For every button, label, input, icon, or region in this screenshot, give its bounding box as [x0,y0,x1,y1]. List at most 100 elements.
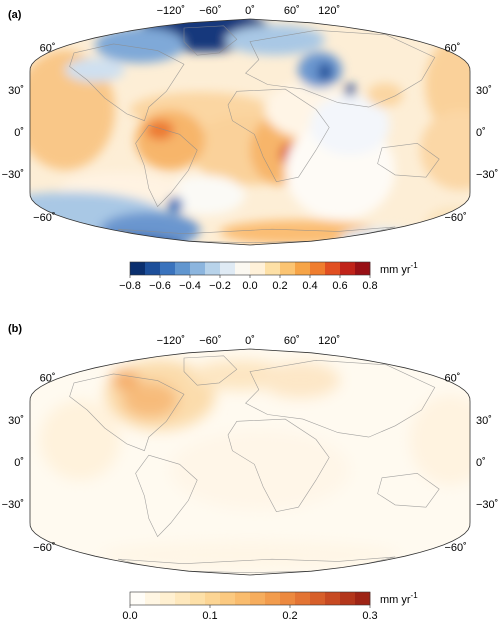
longitude-tick-label: 0˚ [245,335,255,347]
latitude-tick-label-right: 30˚ [476,415,492,427]
longitude-tick-label: 60˚ [284,5,300,17]
colorbar-tick-label: 0.0 [122,610,137,622]
coastline [245,359,436,438]
panel-label: (a) [8,9,22,21]
colorbar-swatch [205,262,221,275]
latitude-tick-label-left: −60˚ [33,212,55,224]
colorbar-tick-label: 0.4 [302,280,317,292]
coastline [135,124,198,208]
longitude-tick-label: −120˚ [157,5,185,17]
coastline [227,88,330,183]
colorbar-swatch [190,592,206,605]
latitude-tick-label-left: −30˚ [2,169,24,181]
panel-a: (a) [2,5,499,292]
longitude-tick-label: −120˚ [157,335,185,347]
coastline [69,373,185,452]
coastline [183,355,238,386]
longitude-tick-label: 0˚ [245,5,255,17]
colorbar-swatch [325,592,341,605]
colorbar-swatch [145,262,161,275]
latitude-tick-label-right: 0˚ [476,457,486,469]
colorbar-swatch [355,262,371,275]
map-a: −120˚ −60˚ 0˚ 60˚ 120˚ 60˚ 30˚ 0˚ −30˚ −60˚ 60˚ 30… [2,5,499,246]
longitude-ticks: −120˚ −60˚ 0˚ 60˚ 120˚ [157,5,341,17]
map-b: −120˚ −60˚ 0˚ 60˚ 120˚ 60˚ 30˚ 0˚ −30˚ −60˚ 60˚ 30… [2,335,499,576]
colorbar-tick-label: 0.3 [362,610,377,622]
coastline [377,472,440,508]
longitude-ticks: −120˚ −60˚ 0˚ 60˚ 120˚ [157,335,341,347]
colorbar-unit: mm yr-1 [380,261,418,276]
latitude-tick-label-left: 30˚ [8,415,24,427]
panel-label: (b) [8,323,22,335]
colorbar-swatch [295,592,311,605]
colorbar-tick-label: 0.2 [282,610,297,622]
colorbar-swatch [250,592,266,605]
coastline [377,142,440,178]
colorbar-swatch [310,592,326,605]
colorbar-swatch [205,592,221,605]
colorbar-swatch [175,262,191,275]
colorbar-tick-label: 0.1 [202,610,217,622]
colorbar-swatch [265,592,281,605]
colorbar-swatch [220,592,236,605]
latitude-tick-label-right: −30˚ [476,169,498,181]
coastline [227,418,330,513]
colorbar-swatch [130,592,146,605]
latitude-ticks: 60˚ 30˚ 0˚ −30˚ −60˚ 60˚ 30˚ 0˚ −30˚ −60˚ [2,42,499,224]
latitude-tick-label-right: −30˚ [476,499,498,511]
colorbar-swatch [295,262,311,275]
map-field [30,349,470,575]
latitude-tick-label-right: 60˚ [445,42,461,54]
colorbar-swatch [265,262,281,275]
latitude-ticks: 60˚ 30˚ 0˚ −30˚ −60˚ 60˚ 30˚ 0˚ −30˚ −60˚ [2,372,499,554]
latitude-tick-label-left: 60˚ [40,42,56,54]
coastlines [69,25,440,244]
colorbar-b: 0.0 0.1 0.2 0.3mm yr-1 [122,591,418,622]
latitude-tick-label-left: 30˚ [8,85,24,97]
latitude-tick-label-right: −60˚ [445,542,467,554]
coastline [245,29,436,108]
latitude-tick-label-right: 30˚ [476,85,492,97]
colorbar-tick-label: −0.8 [119,280,141,292]
colorbar-unit: mm yr-1 [380,591,418,606]
colorbar-swatch [235,262,251,275]
coastline [135,454,198,538]
longitude-tick-label: 60˚ [284,335,300,347]
latitude-tick-label-right: −60˚ [445,212,467,224]
colorbar-swatch [190,262,206,275]
latitude-tick-label-left: −30˚ [2,499,24,511]
colorbar-frame [129,591,371,606]
latitude-tick-label-left: 60˚ [40,372,56,384]
colorbar-swatch [235,592,251,605]
colorbar-swatch [145,592,161,605]
longitude-tick-label: 120˚ [318,335,340,347]
map-field [30,19,470,245]
longitude-tick-label: 120˚ [318,5,340,17]
colorbar-swatch [130,262,146,275]
colorbar-swatch [325,262,341,275]
colorbar-swatch [310,262,326,275]
colorbar-swatch [175,592,191,605]
colorbar-swatch [160,262,176,275]
colorbar-swatch [160,592,176,605]
colorbar-a: −0.8 −0.6 −0.4 −0.2 0.0 0.2 0.4 0.6 0.8mm yr-1 [119,261,418,292]
longitude-tick-label: −60˚ [199,5,221,17]
colorbar-unit-exponent: -1 [411,261,419,270]
panel-b: (b) −120˚ −60˚ 0˚ 60˚ 120˚ 60˚30 [2,323,499,622]
colorbar-swatch [340,262,356,275]
longitude-tick-label: −60˚ [199,335,221,347]
latitude-tick-label-left: 0˚ [14,457,24,469]
colorbar-tick-label: 0.0 [242,280,257,292]
colorbar-swatch [250,262,266,275]
colorbar-swatch [220,262,236,275]
colorbar-tick-label: −0.6 [149,280,171,292]
colorbar-swatch [340,592,356,605]
colorbar-tick-label: 0.8 [362,280,377,292]
colorbar-tick-label: 0.6 [332,280,347,292]
latitude-tick-label-left: 0˚ [14,127,24,139]
colorbar-tick-label: 0.2 [272,280,287,292]
latitude-tick-label-right: 60˚ [445,372,461,384]
coastline [69,43,185,122]
colorbar-swatch [280,592,296,605]
map-boundary [29,348,471,576]
